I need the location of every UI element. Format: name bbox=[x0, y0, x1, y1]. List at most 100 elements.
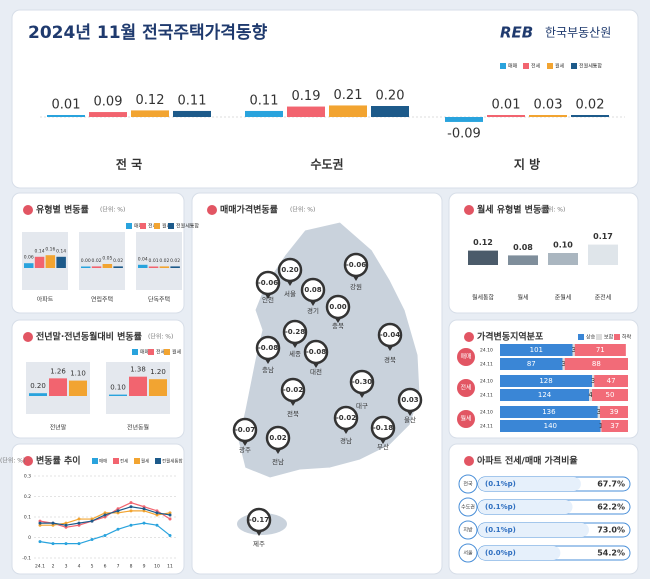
distribution-bar bbox=[564, 358, 628, 370]
type-value: 0.04 bbox=[138, 256, 148, 262]
trend-point bbox=[90, 538, 94, 542]
summary-group-label: 지 방 bbox=[514, 157, 540, 172]
yoy-group-label: 전년말 bbox=[50, 424, 67, 432]
type-bar bbox=[113, 266, 123, 268]
pin bbox=[377, 322, 403, 348]
pin bbox=[277, 257, 303, 283]
yoy-bar bbox=[29, 393, 47, 396]
legend-label: 하락 bbox=[622, 334, 632, 341]
distribution-value: 50 bbox=[606, 391, 615, 399]
legend-label: 전세 bbox=[156, 349, 166, 356]
distribution-value: 3 bbox=[591, 377, 595, 385]
trend-point bbox=[129, 501, 133, 505]
ratio-change: (0.0%p) bbox=[485, 549, 516, 557]
distribution-value: 87 bbox=[527, 360, 536, 368]
yoy-bar bbox=[69, 380, 87, 396]
type-value: 0.00 bbox=[81, 258, 91, 264]
legend-swatch bbox=[596, 334, 602, 340]
legend-label: 보합 bbox=[604, 334, 614, 341]
distribution-bar bbox=[600, 420, 602, 432]
group-badge-label: 매매 bbox=[460, 353, 471, 361]
distribution-value: 101 bbox=[530, 346, 543, 354]
pin-value: -0.02 bbox=[283, 386, 303, 394]
yoy-bar bbox=[109, 394, 127, 396]
pin bbox=[255, 270, 281, 296]
pin bbox=[333, 405, 359, 431]
type-bar bbox=[81, 266, 91, 268]
summary-value: 0.11 bbox=[250, 93, 279, 108]
legend-label: 전세 bbox=[531, 63, 541, 70]
summary-bar bbox=[89, 112, 127, 117]
pin-value: 0.00 bbox=[329, 303, 346, 311]
type-value: 0.02 bbox=[159, 258, 169, 264]
distribution-bar bbox=[562, 358, 565, 370]
yoy-value: 1.38 bbox=[130, 366, 146, 374]
pin bbox=[325, 294, 351, 320]
pin-region: 광주 bbox=[239, 446, 251, 454]
distribution-bar bbox=[574, 344, 626, 356]
legend-label: 전세 bbox=[148, 223, 158, 230]
legend-swatch bbox=[571, 63, 577, 69]
rent-category: 월세 bbox=[517, 294, 528, 302]
pin-value: -0.06 bbox=[258, 279, 278, 287]
type-bar bbox=[170, 266, 180, 268]
trend-point bbox=[103, 533, 107, 537]
rent-category: 월세통합 bbox=[472, 294, 495, 302]
distribution-bar bbox=[500, 358, 563, 370]
type-bar bbox=[34, 256, 45, 268]
trend-point bbox=[116, 511, 120, 515]
legend-label: 월세 bbox=[162, 223, 172, 230]
x-tick-label: 5 bbox=[91, 564, 94, 570]
yoy-value: 1.20 bbox=[150, 368, 166, 376]
legend-swatch bbox=[155, 458, 161, 464]
legend-swatch bbox=[140, 223, 146, 229]
distribution-value: 47 bbox=[607, 377, 616, 385]
summary-value: 0.12 bbox=[136, 93, 165, 108]
summary-panel bbox=[11, 9, 639, 189]
panel-title: 전년말·전년동월대비 변동률 bbox=[36, 331, 142, 343]
type-group-label: 단독주택 bbox=[148, 296, 170, 304]
y-tick-label: 0.2 bbox=[24, 494, 31, 500]
trend-point bbox=[142, 509, 146, 513]
pin bbox=[300, 277, 326, 303]
legend-swatch bbox=[126, 223, 132, 229]
yoy-bar bbox=[49, 378, 67, 396]
trend-point bbox=[38, 519, 42, 523]
type-group-label: 아파트 bbox=[37, 296, 54, 304]
trend-point bbox=[142, 521, 146, 525]
rent-bar bbox=[468, 250, 498, 265]
trend-point bbox=[116, 509, 120, 513]
panel-title: 매매가격변동률 bbox=[220, 204, 278, 216]
summary-bar bbox=[245, 110, 283, 117]
y-tick-label: 0.1 bbox=[24, 515, 31, 521]
legend-swatch bbox=[113, 458, 119, 464]
trend-point bbox=[64, 525, 68, 529]
legend-swatch bbox=[523, 63, 529, 69]
x-tick-label: 24.1 bbox=[35, 564, 45, 570]
yoy-value: 1.26 bbox=[50, 367, 66, 375]
summary-value: 0.01 bbox=[52, 98, 81, 113]
legend-label: 상승 bbox=[586, 334, 596, 341]
region-badge bbox=[458, 474, 478, 494]
legend-label: 매매 bbox=[508, 63, 518, 70]
summary-value: 0.03 bbox=[534, 98, 563, 113]
pin-value: -0.30 bbox=[352, 378, 372, 386]
pin-region: 세종 bbox=[289, 349, 301, 358]
pin-region: 대구 bbox=[356, 402, 368, 410]
trend-point bbox=[77, 523, 81, 527]
type-bar bbox=[138, 264, 148, 268]
ratio-region: 수도권 bbox=[461, 504, 475, 511]
group-badge-label: 월세 bbox=[460, 415, 471, 423]
panel-title: 월세 유형별 변동률 bbox=[477, 204, 550, 216]
period-label: 24.11 bbox=[480, 424, 493, 430]
legend-swatch bbox=[614, 334, 620, 340]
trend-point bbox=[38, 521, 42, 525]
ratio-value: 62.2% bbox=[597, 503, 625, 512]
distribution-value: 3 bbox=[561, 360, 565, 368]
pin bbox=[246, 507, 272, 533]
period-label: 24.10 bbox=[480, 410, 493, 416]
rent-value: 0.10 bbox=[553, 241, 573, 250]
region-badge bbox=[458, 497, 478, 517]
legend-swatch bbox=[148, 349, 154, 355]
distribution-value: 71 bbox=[596, 346, 605, 354]
